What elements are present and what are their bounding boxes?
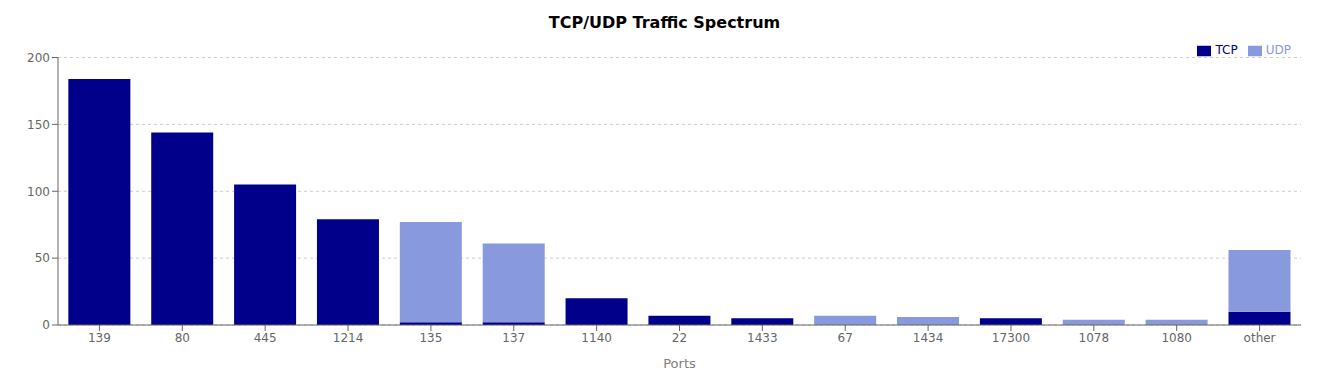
html-text:UDP: UDP bbox=[1265, 43, 1291, 57]
html-text:TCP/UDP Traffic Spectrum: TCP/UDP Traffic Spectrum bbox=[548, 13, 781, 32]
svg-text:80: 80 bbox=[175, 331, 190, 345]
svg-text:1433: 1433 bbox=[747, 331, 778, 345]
svg-text:22: 22 bbox=[672, 331, 687, 345]
svg-text:100: 100 bbox=[27, 185, 50, 199]
svg-text:1078: 1078 bbox=[1079, 331, 1110, 345]
svg-text:Ports: Ports bbox=[663, 356, 696, 371]
svg-text:1140: 1140 bbox=[581, 331, 612, 345]
svg-text:1214: 1214 bbox=[333, 331, 364, 345]
svg-text:50: 50 bbox=[35, 251, 50, 265]
svg-text:67: 67 bbox=[838, 331, 853, 345]
svg-text:1434: 1434 bbox=[913, 331, 944, 345]
svg-text:137: 137 bbox=[502, 331, 525, 345]
svg-text:135: 135 bbox=[419, 331, 442, 345]
svg-text:445: 445 bbox=[254, 331, 277, 345]
svg-text:200: 200 bbox=[27, 51, 50, 65]
svg-text:139: 139 bbox=[88, 331, 111, 345]
svg-text:0: 0 bbox=[42, 318, 50, 332]
html-text:TCP: TCP bbox=[1215, 43, 1238, 57]
svg-text:17300: 17300 bbox=[992, 331, 1030, 345]
svg-text:150: 150 bbox=[27, 118, 50, 132]
svg-text:1080: 1080 bbox=[1161, 331, 1192, 345]
svg-text:other: other bbox=[1244, 331, 1276, 345]
